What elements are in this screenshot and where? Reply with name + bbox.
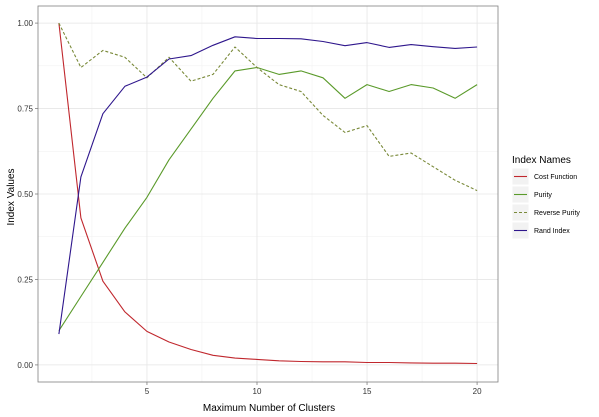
- series-line-reverse-purity: [58, 22, 478, 192]
- x-axis: 5 10 15 20: [145, 382, 482, 396]
- legend-item-reverse-purity: Reverse Purity: [511, 203, 580, 222]
- major-gridlines: [38, 6, 498, 382]
- x-tick-label: 15: [363, 387, 372, 396]
- y-tick-label: 0.75: [17, 105, 33, 114]
- legend-label: Purity: [534, 192, 552, 199]
- series-lines: [58, 22, 478, 365]
- y-axis-title: Index Values: [6, 168, 17, 225]
- legend-item-cost-function: Cost Function: [511, 167, 577, 186]
- legend-item-purity: Purity: [511, 185, 552, 204]
- legend-label: Rand Index: [534, 228, 570, 235]
- series-line-purity: [58, 66, 478, 331]
- legend-item-rand-index: Rand Index: [511, 221, 570, 240]
- legend-label: Cost Function: [534, 174, 577, 181]
- x-tick-label: 20: [473, 387, 482, 396]
- series-line-rand-index: [58, 36, 478, 335]
- minor-gridlines: [38, 6, 498, 382]
- series-line-cost-function: [58, 23, 478, 365]
- x-axis-title: Maximum Number of Clusters: [203, 403, 335, 414]
- legend: Index Names Cost Function Purity Reverse P…: [511, 155, 580, 240]
- x-tick-label: 10: [253, 387, 262, 396]
- x-tick-label: 5: [145, 387, 150, 396]
- y-tick-label: 0.50: [17, 190, 33, 199]
- y-tick-label: 0.00: [17, 361, 33, 370]
- legend-label: Reverse Purity: [534, 210, 580, 217]
- y-axis: 0.00 0.25 0.50 0.75 1.00: [17, 19, 38, 370]
- y-tick-label: 0.25: [17, 275, 33, 284]
- y-tick-label: 1.00: [17, 19, 33, 28]
- legend-title: Index Names: [512, 155, 571, 166]
